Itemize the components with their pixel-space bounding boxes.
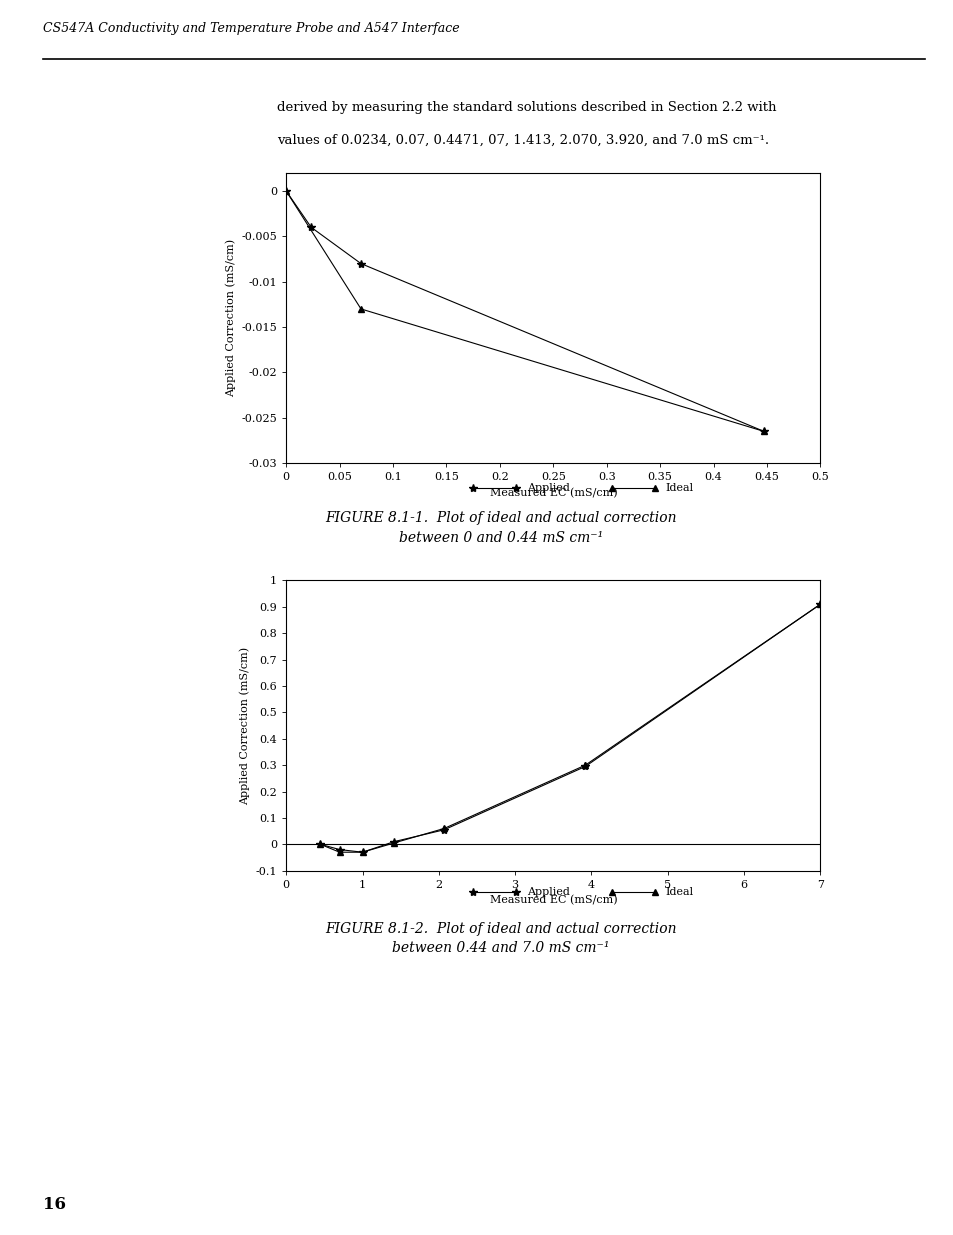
Text: derived by measuring the standard solutions described in Section 2.2 with: derived by measuring the standard soluti… xyxy=(276,101,776,114)
Text: Ideal: Ideal xyxy=(665,483,693,493)
Text: 16: 16 xyxy=(43,1195,66,1213)
Text: Ideal: Ideal xyxy=(665,887,693,897)
Text: values of 0.0234, 0.07, 0.4471, 07, 1.413, 2.070, 3.920, and 7.0 mS cm⁻¹.: values of 0.0234, 0.07, 0.4471, 07, 1.41… xyxy=(276,133,768,147)
Text: CS547A Conductivity and Temperature Probe and A547 Interface: CS547A Conductivity and Temperature Prob… xyxy=(43,21,459,35)
Text: Applied: Applied xyxy=(526,887,569,897)
X-axis label: Measured EC (mS/cm): Measured EC (mS/cm) xyxy=(489,488,617,498)
Text: FIGURE 8.1-1.  Plot of ideal and actual correction
between 0 and 0.44 mS cm⁻¹: FIGURE 8.1-1. Plot of ideal and actual c… xyxy=(325,511,676,545)
Y-axis label: Applied Correction (mS/cm): Applied Correction (mS/cm) xyxy=(239,646,250,805)
X-axis label: Measured EC (mS/cm): Measured EC (mS/cm) xyxy=(489,895,617,905)
Text: FIGURE 8.1-2.  Plot of ideal and actual correction
between 0.44 and 7.0 mS cm⁻¹: FIGURE 8.1-2. Plot of ideal and actual c… xyxy=(325,921,676,955)
Text: Applied: Applied xyxy=(526,483,569,493)
Y-axis label: Applied Correction (mS/cm): Applied Correction (mS/cm) xyxy=(225,238,235,398)
